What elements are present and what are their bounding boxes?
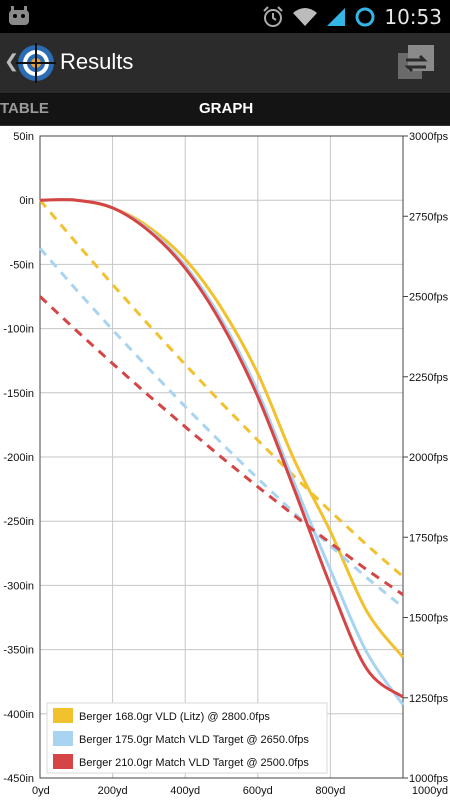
legend-label: Berger 168.0gr VLD (Litz) @ 2800.0fps <box>79 711 270 723</box>
x-tick-label: 200yd <box>98 785 128 797</box>
velocity-series-3 <box>38 295 404 596</box>
y-right-tick-label: 2000fps <box>409 452 449 464</box>
legend-swatch <box>53 708 73 723</box>
tab-bar: TABLE GRAPH <box>0 93 450 126</box>
x-tick-label: 600yd <box>243 785 273 797</box>
legend-swatch <box>53 754 73 769</box>
y-right-tick-label: 2750fps <box>409 211 449 223</box>
battery-ring-icon <box>355 7 375 26</box>
y-left-tick-label: -200in <box>3 452 34 464</box>
y-right-tick-label: 3000fps <box>409 131 449 143</box>
y-right-tick-label: 1000fps <box>409 773 449 785</box>
swap-icon[interactable] <box>396 43 436 83</box>
chart-area: 50in 0in -50in -100in -150in -200in -250in -300… <box>0 126 450 800</box>
y-right-tick-label: 1750fps <box>409 532 449 544</box>
legend-box <box>46 702 328 774</box>
y-left-tick-label: 0in <box>19 195 34 207</box>
y-left-tick-label: 50in <box>13 131 34 143</box>
x-tick-label: 0yd <box>32 785 50 797</box>
y-left-tick-label: -450in <box>3 773 34 785</box>
clock: 10:53 <box>384 4 442 29</box>
plot-frame <box>39 135 404 779</box>
y-left-tick-label: -150in <box>3 388 34 400</box>
x-tick-label: 1000yd <box>412 785 448 797</box>
tab-graph[interactable]: GRAPH <box>199 100 254 117</box>
drop-series-3 <box>39 198 404 699</box>
signal-icon <box>327 7 346 26</box>
velocity-series-2 <box>38 247 404 609</box>
back-chevron-icon[interactable]: ❮ <box>4 51 20 71</box>
action-bar: ❮ Results <box>0 33 450 93</box>
notification-icon <box>9 6 29 25</box>
wifi-icon <box>293 7 318 26</box>
legend-swatch <box>53 731 73 746</box>
trajectory-chart: 50in 0in -50in -100in -150in -200in -250in -300… <box>3 131 449 797</box>
page-title: Results <box>60 49 134 74</box>
x-tick-label: 400yd <box>170 785 200 797</box>
y-left-tick-label: -50in <box>10 259 34 271</box>
y-left-tick-label: -100in <box>3 324 34 336</box>
y-right-tick-label: 1500fps <box>409 613 449 625</box>
status-bar: 10:53 <box>0 0 450 33</box>
tab-table[interactable]: TABLE <box>0 100 49 117</box>
drop-series-1 <box>39 198 405 659</box>
legend-label: Berger 210.0gr Match VLD Target @ 2500.0… <box>79 757 309 769</box>
velocity-series-1 <box>38 199 404 578</box>
y-left-tick-label: -350in <box>3 645 34 657</box>
y-right-tick-label: 2250fps <box>409 372 449 384</box>
y-right-tick-label: 2500fps <box>409 292 449 304</box>
y-left-tick-label: -250in <box>3 516 34 528</box>
y-right-tick-label: 1250fps <box>409 693 449 705</box>
legend-label: Berger 175.0gr Match VLD Target @ 2650.0… <box>79 734 309 746</box>
y-left-tick-label: -400in <box>3 709 34 721</box>
x-tick-label: 800yd <box>315 785 345 797</box>
app-logo-target-icon[interactable] <box>16 43 56 83</box>
alarm-icon <box>263 5 284 27</box>
y-left-tick-label: -300in <box>3 580 34 592</box>
